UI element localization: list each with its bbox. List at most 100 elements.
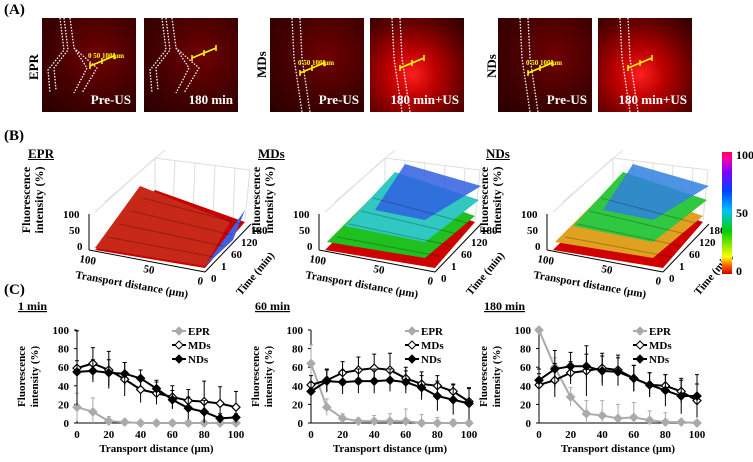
data-point <box>534 325 544 335</box>
axes <box>88 214 252 273</box>
legend-marker <box>407 326 417 336</box>
axis-text: 100 <box>63 209 80 221</box>
data-point <box>628 373 639 384</box>
series-epr: EPR <box>534 325 702 428</box>
micrograph: 0 50 100 μm Pre-US <box>270 18 364 112</box>
data-point <box>692 418 702 428</box>
y-tick-label: 100 <box>515 325 532 337</box>
vessel-outline <box>291 18 311 112</box>
micrograph: 0 50 100 μm Pre-US <box>498 18 592 112</box>
axis-text: 0 <box>654 275 662 288</box>
x-tick-label: 60 <box>628 429 640 441</box>
y-axis-label: Fluorescenceintensity (%) <box>478 345 503 407</box>
data-point <box>103 367 114 378</box>
surface-title: MDs <box>258 146 285 161</box>
axis-text: 180 <box>251 225 268 237</box>
legend-marker <box>174 354 184 364</box>
x-tick-label: 80 <box>660 429 672 441</box>
legend-marker <box>407 340 417 350</box>
vessel-outline <box>155 18 200 94</box>
x-tick-label: 40 <box>369 429 381 441</box>
series-nds: NDs <box>534 349 702 418</box>
axis-text: 1 <box>679 261 685 273</box>
legend-marker <box>635 326 645 336</box>
y-axis-label: Fluorescenceintensity (%) <box>250 345 275 407</box>
axis-text: 0 <box>441 273 447 285</box>
data-point <box>565 392 576 402</box>
y-tick-label: 40 <box>58 381 70 393</box>
x-tick-label: 40 <box>597 429 609 441</box>
image-caption: 180 min+US <box>618 92 687 107</box>
mesh-line <box>588 210 691 236</box>
scale-label: 0 50 100 μm <box>298 59 334 67</box>
x-axis-label: Transport distance (μm) <box>561 443 676 455</box>
surface-title: EPR <box>28 146 54 161</box>
x-tick-label: 0 <box>74 429 80 441</box>
mesh-line <box>118 223 224 247</box>
vessel-outline <box>519 18 539 112</box>
data-point <box>231 412 241 423</box>
vessel-outline <box>619 18 639 112</box>
data-point <box>353 416 364 426</box>
x-tick-label: 80 <box>199 429 211 441</box>
x-tick-label: 100 <box>228 429 245 441</box>
scale-label: 0 50 100 μm <box>526 59 562 67</box>
data-point <box>597 366 608 376</box>
data-point <box>692 391 702 401</box>
axis-text: 0 <box>535 241 541 253</box>
axis-text: 100 <box>78 253 97 268</box>
y-axis-label: Fluorescenceintensity (%) <box>16 345 41 407</box>
image-caption: Pre-US <box>90 92 131 107</box>
axis-text: 100 <box>536 253 555 268</box>
image-caption: Pre-US <box>546 92 587 107</box>
vessel-overlay: 0 50 100 μm <box>47 18 124 94</box>
data-point <box>119 368 130 379</box>
axes <box>546 214 710 273</box>
legend-label: EPR <box>649 326 672 338</box>
vessel-overlay: 0 50 100 μm <box>291 18 334 112</box>
scale-bar <box>191 45 217 61</box>
data-point <box>644 415 655 426</box>
colorbar <box>722 152 732 274</box>
micrograph: 180 min <box>144 18 238 112</box>
axis-text: 60 <box>689 249 701 261</box>
image-caption: 180 min <box>188 92 233 107</box>
axis-text: 120 <box>241 237 258 249</box>
data-point <box>581 361 592 372</box>
chart-title: 180 min <box>484 299 525 313</box>
legend-label: NDs <box>421 354 442 366</box>
axis-text: 0 <box>426 275 434 288</box>
vessel-overlay <box>391 18 425 112</box>
data-point <box>72 367 82 377</box>
vessel-outline <box>53 18 98 94</box>
data-point <box>369 416 380 426</box>
axis-text: 60 <box>461 249 473 261</box>
axis-text: 50 <box>69 225 81 237</box>
data-point <box>597 410 608 421</box>
data-point <box>306 386 316 397</box>
image-caption: Pre-US <box>318 92 359 107</box>
data-point <box>88 406 98 417</box>
colorbar-tick: 100 <box>736 148 753 162</box>
data-point <box>321 376 332 386</box>
series-mds: MDs <box>72 330 241 423</box>
x-axis-label: Transport distance (μm) <box>333 443 448 455</box>
x-tick-label: 60 <box>167 429 179 441</box>
vessel-outline <box>149 18 167 94</box>
data-point <box>565 361 576 372</box>
legend-label: MDs <box>421 340 444 352</box>
mesh-line <box>106 236 215 258</box>
mesh-line <box>576 223 682 247</box>
data-point <box>337 413 348 424</box>
mesh-line <box>130 210 233 236</box>
data-point <box>448 418 459 428</box>
data-point <box>660 417 671 427</box>
y-tick-label: 80 <box>292 344 304 356</box>
image-caption: 180 min+US <box>390 92 459 107</box>
axes <box>318 214 482 273</box>
axis-text: 180 <box>709 225 726 237</box>
data-point <box>613 413 623 424</box>
